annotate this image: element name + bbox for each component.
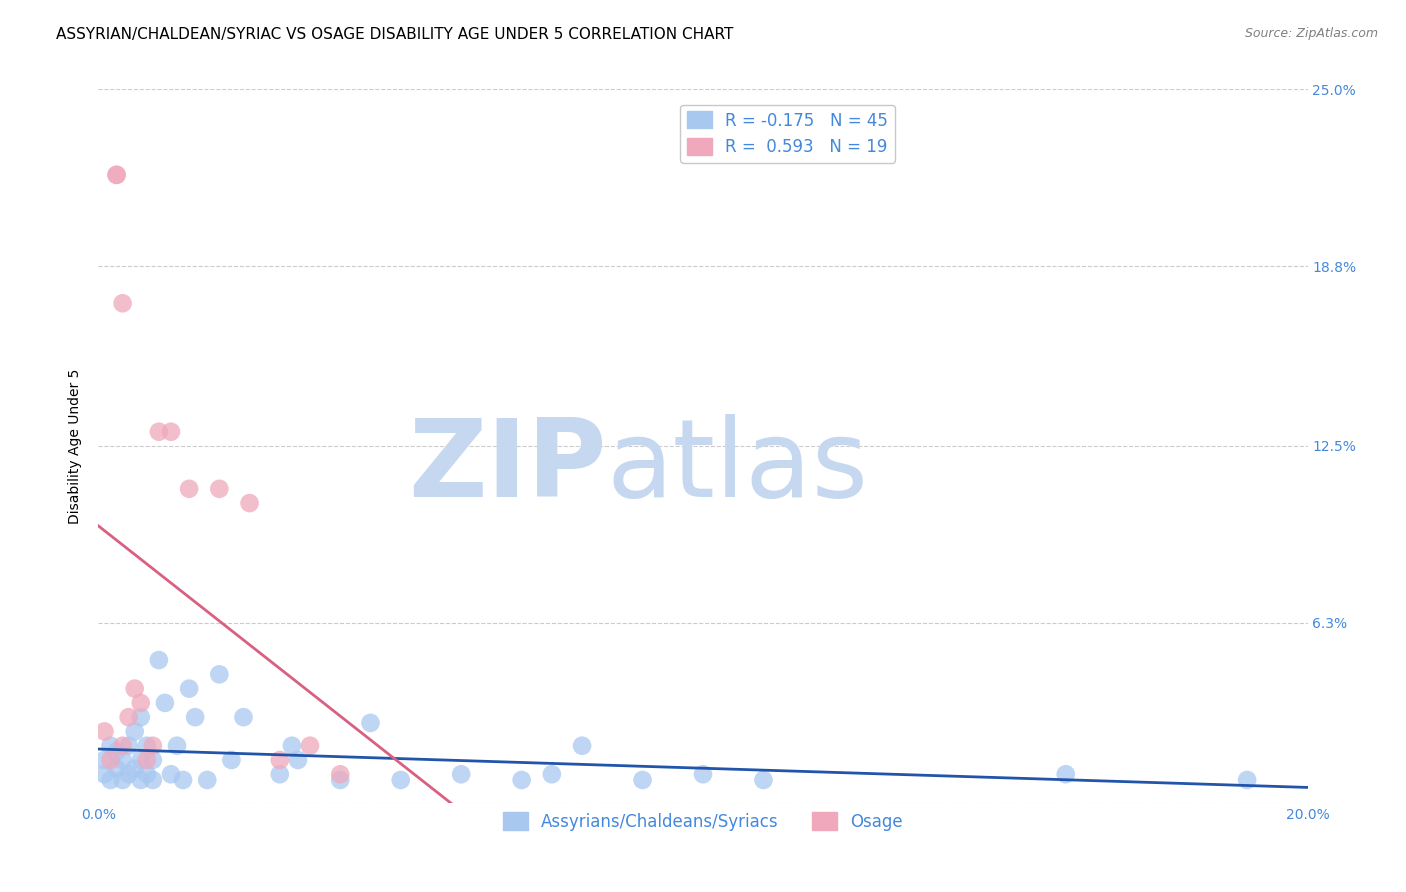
Point xyxy=(269,753,291,767)
Point xyxy=(329,772,352,787)
Point xyxy=(124,724,146,739)
Point xyxy=(100,739,122,753)
Point xyxy=(129,772,152,787)
Point xyxy=(221,753,243,767)
Point xyxy=(269,767,291,781)
Point xyxy=(195,772,218,787)
Legend: Assyrians/Chaldeans/Syriacs, Osage: Assyrians/Chaldeans/Syriacs, Osage xyxy=(496,805,910,838)
Point xyxy=(93,724,115,739)
Text: ZIP: ZIP xyxy=(408,415,606,520)
Text: Source: ZipAtlas.com: Source: ZipAtlas.com xyxy=(1244,27,1378,40)
Point xyxy=(160,425,183,439)
Point xyxy=(105,762,128,776)
Point xyxy=(111,772,134,787)
Point xyxy=(105,744,128,758)
Point xyxy=(118,767,141,781)
Point xyxy=(208,667,231,681)
Point xyxy=(148,425,170,439)
Point xyxy=(100,753,122,767)
Point xyxy=(752,772,775,787)
Point xyxy=(118,739,141,753)
Point xyxy=(148,653,170,667)
Point xyxy=(1236,772,1258,787)
Point xyxy=(142,739,165,753)
Point xyxy=(329,767,352,781)
Point xyxy=(208,482,231,496)
Point xyxy=(540,767,562,781)
Point xyxy=(184,710,207,724)
Point xyxy=(239,496,262,510)
Point xyxy=(692,767,714,781)
Point xyxy=(571,739,593,753)
Point xyxy=(93,767,115,781)
Point xyxy=(111,753,134,767)
Point xyxy=(129,710,152,724)
Point xyxy=(93,753,115,767)
Point xyxy=(360,715,382,730)
Point xyxy=(179,482,201,496)
Point xyxy=(179,681,201,696)
Point xyxy=(135,739,157,753)
Point xyxy=(153,696,176,710)
Point xyxy=(166,739,188,753)
Point xyxy=(124,681,146,696)
Point xyxy=(100,772,122,787)
Text: ASSYRIAN/CHALDEAN/SYRIAC VS OSAGE DISABILITY AGE UNDER 5 CORRELATION CHART: ASSYRIAN/CHALDEAN/SYRIAC VS OSAGE DISABI… xyxy=(56,27,734,42)
Point xyxy=(287,753,309,767)
Point xyxy=(118,710,141,724)
Point xyxy=(510,772,533,787)
Point xyxy=(389,772,412,787)
Text: atlas: atlas xyxy=(606,415,869,520)
Point xyxy=(631,772,654,787)
Point xyxy=(135,767,157,781)
Point xyxy=(281,739,304,753)
Y-axis label: Disability Age Under 5: Disability Age Under 5 xyxy=(69,368,83,524)
Point xyxy=(105,168,128,182)
Point xyxy=(135,753,157,767)
Point xyxy=(142,772,165,787)
Point xyxy=(111,296,134,310)
Point xyxy=(232,710,254,724)
Point xyxy=(105,168,128,182)
Point xyxy=(142,753,165,767)
Point xyxy=(299,739,322,753)
Point xyxy=(129,753,152,767)
Point xyxy=(129,696,152,710)
Point xyxy=(450,767,472,781)
Point xyxy=(1054,767,1077,781)
Point xyxy=(124,762,146,776)
Point xyxy=(172,772,194,787)
Point xyxy=(160,767,183,781)
Point xyxy=(111,739,134,753)
